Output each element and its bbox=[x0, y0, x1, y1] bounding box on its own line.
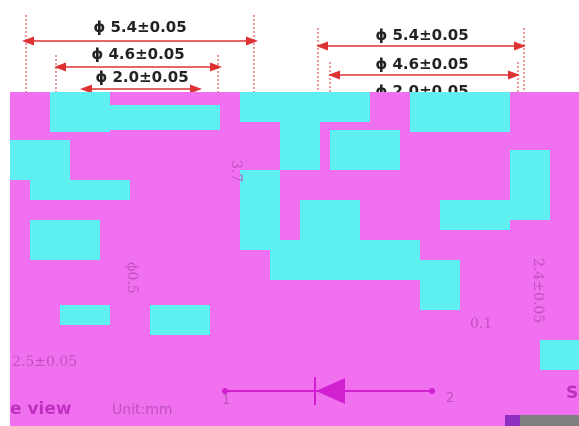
height-label: 3.7 bbox=[228, 160, 244, 182]
pin-diameter-label: ϕ0.5 bbox=[124, 262, 140, 294]
drawing: ϕ 5.4±0.05 ϕ 4.6±0.05 ϕ 2.0±0.05 ϕ 5.4±0… bbox=[0, 0, 579, 426]
offset-label: 0.1 bbox=[470, 316, 492, 332]
side-label: S bbox=[566, 383, 578, 403]
pitch-label: 2.5±0.05 bbox=[12, 354, 77, 370]
pin-label: 2 bbox=[446, 391, 454, 406]
width-label: 2.4±0.05 bbox=[530, 258, 546, 323]
dimension-label: ϕ 2.0±0.05 bbox=[95, 68, 188, 86]
dimension-label: ϕ 5.4±0.05 bbox=[93, 18, 186, 36]
dimension-label: ϕ 5.4±0.05 bbox=[375, 26, 468, 44]
dimension-label: ϕ 4.6±0.05 bbox=[91, 45, 184, 63]
view-label: e view bbox=[10, 399, 72, 419]
corrupted-region bbox=[10, 92, 579, 426]
dimension-label: ϕ 4.6±0.05 bbox=[375, 55, 468, 73]
unit-label: Unit:mm bbox=[112, 402, 173, 418]
pin-label: 1 bbox=[222, 393, 230, 408]
